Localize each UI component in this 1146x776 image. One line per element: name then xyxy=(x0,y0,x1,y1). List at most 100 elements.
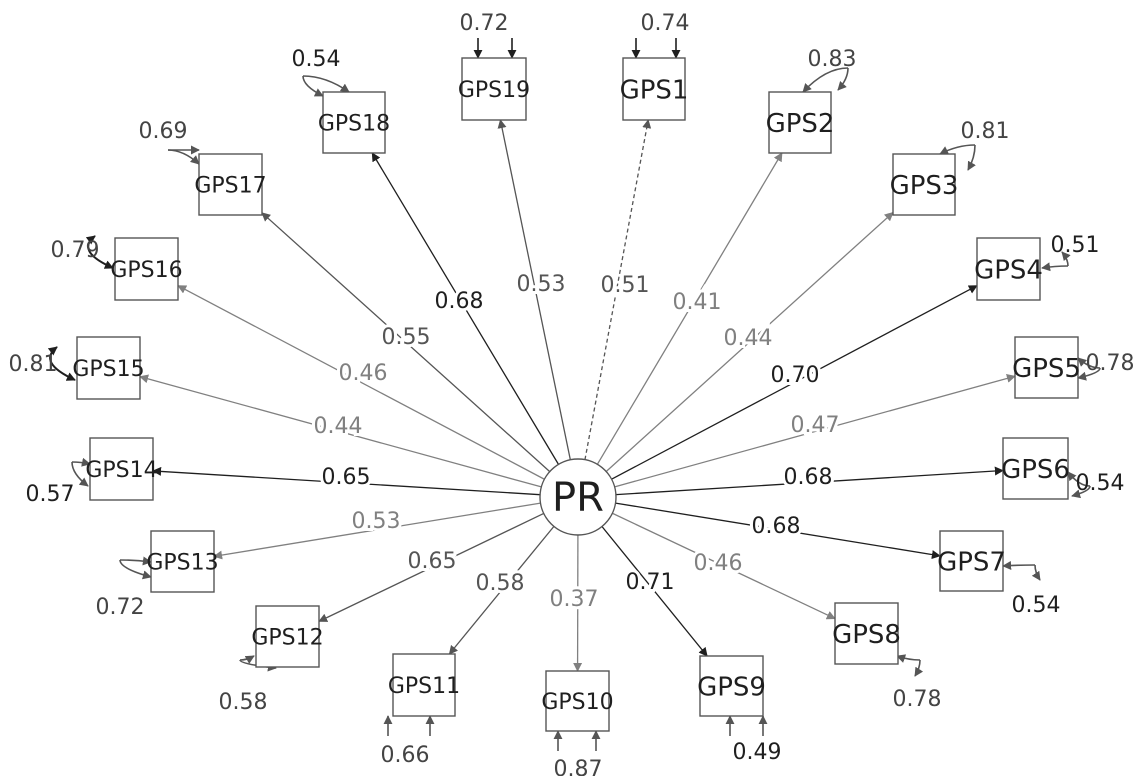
indicator-label-gps6: GPS6 xyxy=(1001,455,1070,485)
residual-arrow xyxy=(1071,485,1091,499)
residual-arrow xyxy=(1077,357,1101,369)
indicator-box-gps12 xyxy=(255,605,320,668)
residual-arrow xyxy=(1041,262,1069,272)
loading-label-gps16: 0.46 xyxy=(339,361,388,386)
loading-label-gps2: 0.41 xyxy=(673,290,722,315)
residual-arrow xyxy=(1061,251,1071,267)
residual-arrow xyxy=(1002,561,1036,570)
loading-path-gps6 xyxy=(615,466,1004,496)
residual-arrow xyxy=(71,461,89,487)
loading-label-gps15: 0.44 xyxy=(314,414,363,439)
loading-path-gps9 xyxy=(601,526,708,657)
indicator-box-gps4 xyxy=(976,237,1041,301)
loading-path-gps13 xyxy=(213,502,541,560)
residual-label-gps10: 0.87 xyxy=(554,757,603,776)
loading-path-gps15 xyxy=(139,374,542,488)
loading-path-gps3 xyxy=(605,211,894,473)
residual-arrow xyxy=(914,659,924,677)
loading-path-gps17 xyxy=(261,212,551,473)
residual-variances: 0.74 0.83 0.81 0.51 0.78 0.54 0.54 0.78 0.49 0.87… xyxy=(9,11,1135,776)
loading-path-gps2 xyxy=(596,152,783,465)
loading-paths xyxy=(139,119,1016,672)
indicator-box-gps8 xyxy=(834,602,899,665)
residual-label-gps12: 0.58 xyxy=(219,690,268,715)
indicator-box-gps16 xyxy=(114,237,179,301)
residual-label-gps18: 0.54 xyxy=(292,47,341,72)
loading-label-gps11: 0.58 xyxy=(476,571,525,596)
loading-label-gps14: 0.65 xyxy=(322,465,371,490)
loading-label-gps7: 0.68 xyxy=(752,514,801,539)
residual-label-gps6: 0.54 xyxy=(1076,471,1125,496)
residual-arrow xyxy=(302,75,350,93)
loading-label-gps8: 0.46 xyxy=(694,551,743,576)
loading-label-gps10: 0.37 xyxy=(550,587,599,612)
residual-arrow xyxy=(119,559,152,580)
residual-label-gps4: 0.51 xyxy=(1051,233,1100,258)
residual-arrow xyxy=(939,144,976,155)
residual-arrow xyxy=(1077,367,1101,381)
loading-label-gps18: 0.68 xyxy=(435,289,484,314)
indicator-label-gps9: GPS9 xyxy=(697,672,766,702)
indicator-nodes: GPS1 GPS2 GPS3 GPS4 GPS5 GPS6 GPS7 GPS8 GPS9 GPS1… xyxy=(72,57,1081,732)
residual-arrow xyxy=(71,457,91,467)
residual-arrow xyxy=(85,235,114,269)
indicator-box-gps5 xyxy=(1014,336,1079,399)
loading-label-gps6: 0.68 xyxy=(784,465,833,490)
loading-label-gps19: 0.53 xyxy=(517,272,566,297)
residual-label-gps16: 0.79 xyxy=(51,238,100,263)
loading-path-gps1 xyxy=(584,119,652,460)
residual-arrow xyxy=(167,149,200,165)
loading-path-gps5 xyxy=(614,374,1016,488)
residual-arrow xyxy=(967,144,976,171)
indicator-label-gps15: GPS15 xyxy=(72,357,144,382)
indicator-label-gps16: GPS16 xyxy=(110,258,182,283)
indicator-label-gps4: GPS4 xyxy=(974,255,1043,285)
loading-path-gps8 xyxy=(612,512,836,620)
residual-label-gps11: 0.66 xyxy=(381,743,430,768)
loading-label-gps9: 0.71 xyxy=(626,570,675,595)
residual-label-gps7: 0.54 xyxy=(1012,593,1061,618)
indicator-label-gps10: GPS10 xyxy=(541,690,613,715)
indicator-label-gps13: GPS13 xyxy=(146,550,218,575)
loading-label-gps13: 0.53 xyxy=(352,509,401,534)
loading-path-gps11 xyxy=(448,525,555,655)
loading-path-gps12 xyxy=(318,512,545,622)
residual-arrow xyxy=(119,556,152,566)
residual-label-gps19: 0.72 xyxy=(460,11,509,36)
indicator-box-gps19 xyxy=(461,57,527,121)
residual-label-gps5: 0.78 xyxy=(1086,351,1135,376)
indicator-label-gps12: GPS12 xyxy=(251,625,323,650)
residual-arrow xyxy=(1031,564,1041,581)
residual-arrow xyxy=(47,346,76,381)
indicator-label-gps3: GPS3 xyxy=(890,171,959,201)
latent-label: PR xyxy=(552,475,604,521)
loading-label-gps17: 0.55 xyxy=(382,325,431,350)
indicator-label-gps18: GPS18 xyxy=(318,111,390,136)
loading-label-gps3: 0.44 xyxy=(724,326,773,351)
indicator-box-gps14 xyxy=(89,437,154,501)
indicator-box-gps2 xyxy=(768,91,832,154)
indicator-label-gps19: GPS19 xyxy=(458,78,530,103)
residual-label-gps9: 0.49 xyxy=(733,740,782,765)
indicator-label-gps1: GPS1 xyxy=(620,75,689,105)
indicator-box-gps15 xyxy=(76,336,141,400)
indicator-box-gps10 xyxy=(545,670,610,732)
indicator-box-gps7 xyxy=(939,530,1004,592)
indicator-box-gps18 xyxy=(322,91,386,154)
indicator-box-gps13 xyxy=(150,530,215,593)
residual-label-gps8: 0.78 xyxy=(893,687,942,712)
indicator-box-gps17 xyxy=(198,153,263,216)
latent-factor: PR xyxy=(539,458,617,536)
loading-labels: 0.510.410.440.700.470.680.680.460.710.37… xyxy=(311,269,843,615)
residual-arrow xyxy=(239,655,255,664)
loading-path-gps7 xyxy=(615,502,941,560)
loading-label-gps4: 0.70 xyxy=(771,363,820,388)
indicator-label-gps2: GPS2 xyxy=(766,109,835,139)
loading-path-gps18 xyxy=(371,152,560,465)
indicator-label-gps17: GPS17 xyxy=(194,173,266,198)
loading-label-gps1: 0.51 xyxy=(601,273,650,298)
indicator-box-gps9 xyxy=(699,655,764,717)
residual-arrow xyxy=(302,75,324,97)
residual-label-gps14: 0.57 xyxy=(26,482,75,507)
